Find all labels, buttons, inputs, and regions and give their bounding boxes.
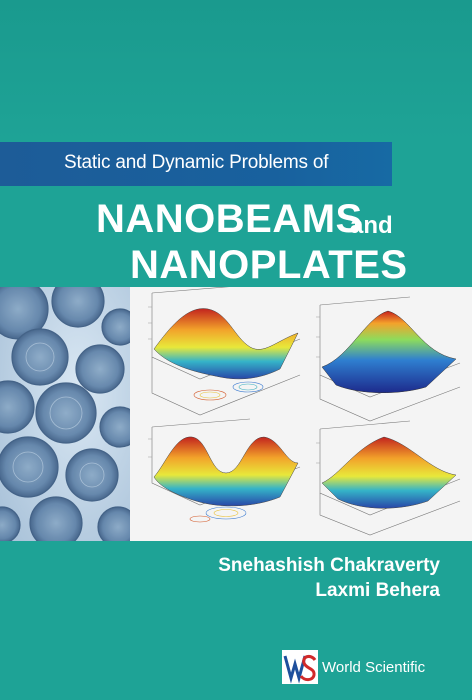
top-background bbox=[0, 0, 472, 140]
title-and: and bbox=[350, 212, 393, 239]
nanoparticle-photo bbox=[0, 287, 130, 541]
plot-1 bbox=[151, 287, 301, 416]
title-line-2: NANOPLATES bbox=[130, 243, 408, 287]
author-1: Snehashish Chakraverty bbox=[218, 555, 440, 576]
plot-3 bbox=[151, 418, 301, 523]
cover-image-band bbox=[0, 287, 472, 541]
plot-2 bbox=[319, 296, 461, 422]
book-subtitle: Static and Dynamic Problems of bbox=[64, 152, 329, 173]
publisher-name: World Scientific bbox=[322, 659, 426, 676]
title-line-1: NANOBEAMS bbox=[96, 197, 363, 241]
world-scientific-logo-icon bbox=[282, 650, 318, 684]
subtitle-band bbox=[0, 142, 392, 186]
surface-plots-panel bbox=[130, 287, 472, 541]
plot-4 bbox=[319, 420, 461, 536]
author-2: Laxmi Behera bbox=[315, 580, 440, 601]
publisher-block: World Scientific bbox=[282, 648, 462, 688]
